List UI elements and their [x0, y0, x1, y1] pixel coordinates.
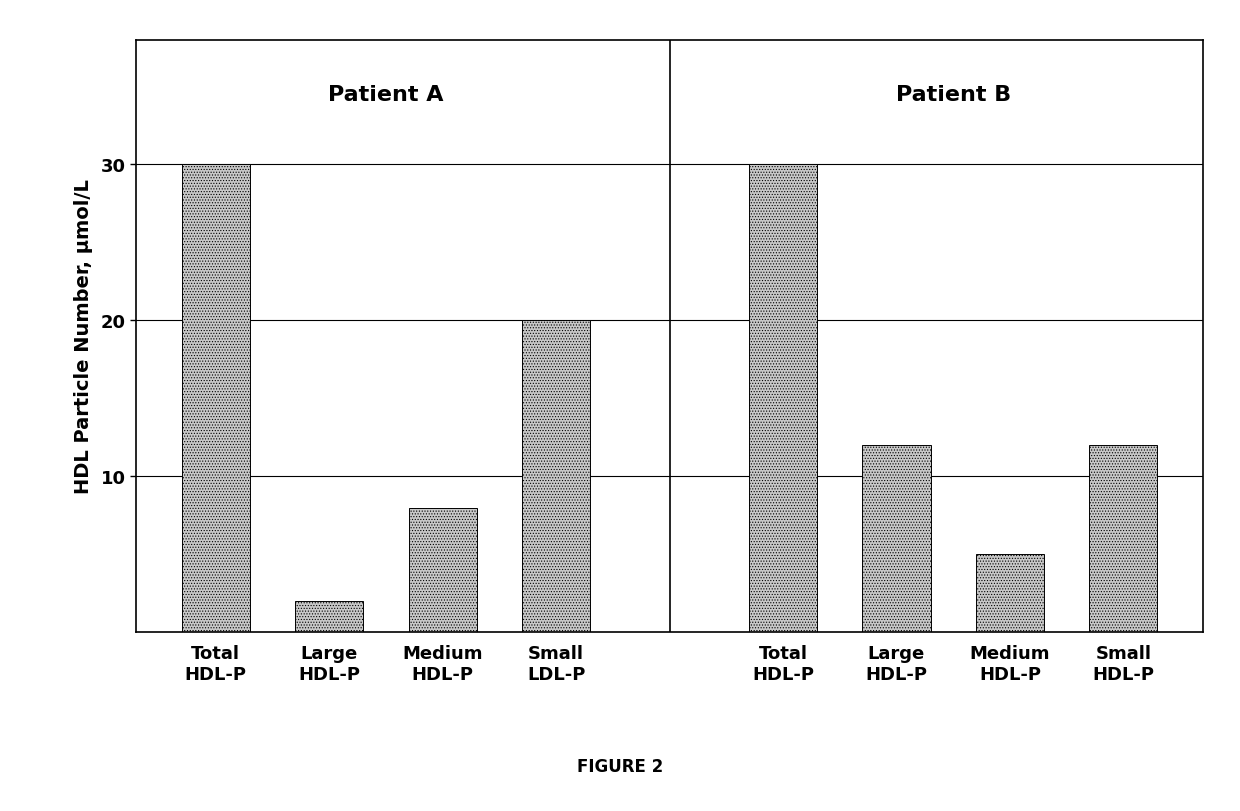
Bar [409, 508, 476, 633]
Bar [976, 555, 1044, 633]
Bar [863, 445, 930, 633]
Y-axis label: HDL Particle Number, μmol/L: HDL Particle Number, μmol/L [73, 179, 93, 494]
Text: Patient B: Patient B [895, 85, 1011, 105]
Bar [1090, 445, 1157, 633]
Bar [295, 602, 363, 633]
Text: Patient A: Patient A [329, 85, 444, 105]
Text: FIGURE 2: FIGURE 2 [577, 757, 663, 775]
Bar [749, 165, 817, 633]
Bar [182, 165, 249, 633]
Bar [522, 321, 590, 633]
